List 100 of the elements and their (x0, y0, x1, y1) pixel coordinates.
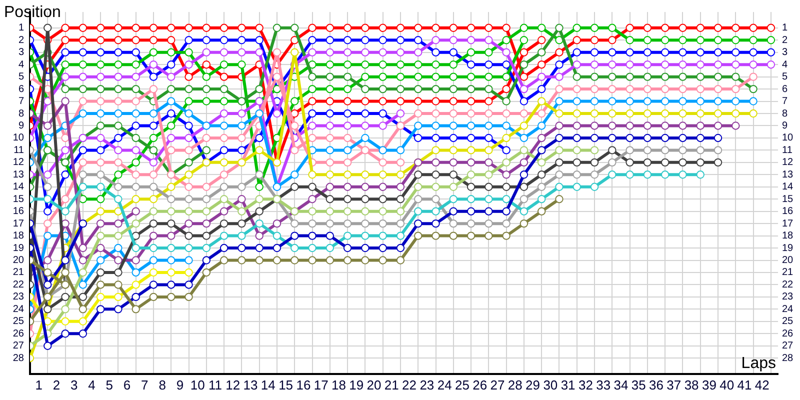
y2-tick-label: 2 (782, 34, 788, 46)
y2-tick-label: 11 (782, 144, 793, 156)
y-tick-label: 10 (12, 132, 24, 144)
y-tick-label: 7 (18, 96, 24, 108)
x-tick-label: 14 (260, 377, 276, 392)
y-tick-label: 26 (12, 328, 24, 340)
x-tick-label: 17 (314, 377, 328, 392)
y2-tick-label: 17 (782, 218, 794, 230)
y-tick-label: 14 (12, 182, 24, 193)
y-tick-label: 13 (12, 169, 24, 180)
y2-tick-label: 27 (782, 340, 794, 352)
y-tick-label: 5 (18, 72, 24, 83)
y2-tick-label: 10 (782, 132, 794, 144)
y-tick-label: 3 (18, 47, 24, 58)
x-tick-label: 11 (208, 377, 222, 392)
y2-tick-label: 15 (782, 194, 794, 205)
y2-tick-label: 18 (782, 230, 794, 242)
y2-tick-label: 9 (782, 120, 788, 132)
y2-tick-label: 25 (782, 316, 794, 328)
x-tick-label: 15 (278, 377, 294, 392)
y2-tick-label: 19 (782, 242, 794, 254)
y-tick-label: 8 (18, 108, 24, 120)
y-tick-label: 22 (12, 279, 24, 290)
y-axis-title: Position (4, 4, 61, 21)
x-tick-label: 23 (420, 377, 434, 392)
y2-tick-label: 4 (782, 59, 788, 70)
y-tick-label: 23 (12, 292, 24, 303)
y-tick-label: 15 (12, 194, 24, 205)
x-tick-label: 16 (296, 377, 311, 392)
x-tick-label: 5 (106, 377, 114, 392)
y2-tick-label: 21 (782, 267, 794, 278)
x-tick-label: 6 (123, 377, 131, 392)
y2-tick-label: 28 (782, 352, 794, 364)
x-tick-label: 2 (52, 377, 60, 392)
x-tick-label: 42 (754, 377, 770, 392)
y2-tick-label: 6 (782, 84, 788, 95)
y2-tick-label: 13 (782, 169, 794, 180)
y2-tick-label: 22 (782, 279, 794, 290)
y2-tick-label: 14 (782, 182, 794, 193)
y2-tick-label: 7 (782, 96, 788, 108)
y2-tick-label: 20 (782, 255, 794, 266)
y2-tick-label: 23 (782, 292, 794, 303)
x-tick-label: 40 (720, 377, 734, 392)
y2-tick-label: 1 (782, 22, 788, 34)
x-tick-label: 35 (631, 377, 646, 392)
x-tick-label: 9 (176, 377, 184, 392)
y-tick-label: 24 (12, 304, 24, 315)
y-tick-label: 19 (12, 242, 24, 254)
x-tick-label: 7 (141, 377, 148, 392)
y-tick-label: 1 (18, 22, 24, 34)
x-tick-label: 10 (190, 377, 205, 392)
x-tick-label: 8 (158, 377, 166, 392)
x-tick-label: 33 (596, 377, 611, 392)
y-tick-label: 27 (12, 340, 24, 352)
y2-tick-label: 8 (782, 108, 788, 120)
x-tick-label: 22 (402, 377, 417, 392)
y2-tick-label: 12 (782, 157, 794, 168)
x-tick-label: 32 (578, 377, 593, 392)
y-tick-label: 28 (12, 352, 24, 364)
x-tick-label: 27 (490, 377, 505, 392)
x-tick-label: 31 (560, 377, 576, 392)
y-tick-label: 12 (12, 157, 24, 168)
y-tick-label: 21 (12, 267, 24, 278)
y-tick-label: 25 (12, 316, 24, 328)
y-tick-label: 9 (18, 120, 24, 132)
y2-tick-label: 26 (782, 328, 794, 340)
x-tick-label: 18 (331, 377, 346, 392)
x-tick-label: 41 (737, 377, 752, 392)
x-tick-label: 12 (226, 377, 240, 392)
x-tick-label: 30 (543, 377, 558, 392)
x-tick-label: 20 (366, 377, 382, 392)
y2-tick-label: 5 (782, 72, 788, 83)
y-tick-label: 6 (18, 84, 24, 95)
x-tick-label: 1 (35, 377, 42, 392)
y-tick-label: 2 (18, 34, 24, 46)
x-tick-label: 25 (454, 377, 470, 392)
x-tick-label: 3 (70, 377, 78, 392)
x-tick-label: 29 (526, 377, 540, 392)
x-tick-label: 28 (508, 377, 522, 392)
y2-tick-label: 24 (782, 304, 794, 315)
x-axis-title: Laps (741, 355, 776, 372)
x-tick-label: 13 (243, 377, 258, 392)
x-tick-label: 19 (349, 377, 364, 392)
x-tick-label: 4 (88, 377, 96, 392)
x-tick-label: 34 (614, 377, 628, 392)
y2-tick-label: 16 (782, 206, 794, 218)
x-tick-label: 36 (649, 377, 664, 392)
x-tick-label: 24 (437, 377, 452, 392)
x-tick-label: 21 (384, 377, 399, 392)
y-tick-label: 16 (12, 206, 24, 218)
y-tick-label: 4 (18, 59, 24, 70)
x-tick-label: 37 (666, 377, 682, 392)
y-tick-label: 20 (12, 255, 24, 266)
x-tick-label: 38 (684, 377, 699, 392)
y-tick-label: 18 (12, 230, 24, 242)
x-tick-label: 39 (702, 377, 716, 392)
y-tick-label: 17 (12, 218, 24, 230)
x-tick-label: 26 (472, 377, 488, 392)
y-tick-label: 11 (14, 144, 24, 156)
y2-tick-label: 3 (782, 47, 788, 58)
